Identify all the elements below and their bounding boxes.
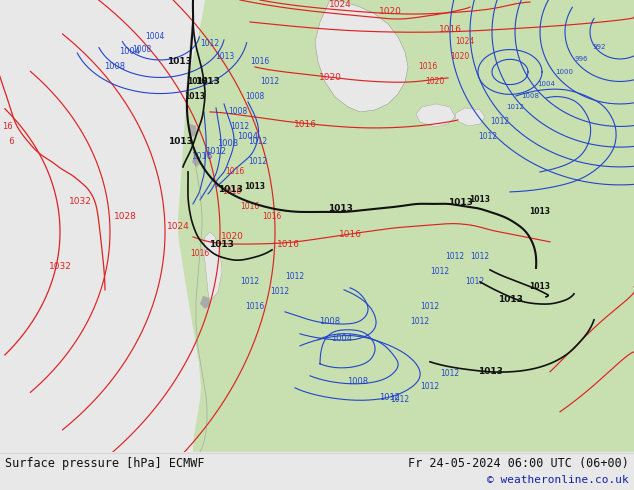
Text: 1016: 1016 bbox=[262, 212, 281, 221]
Text: 1004: 1004 bbox=[538, 81, 555, 87]
Text: 1013: 1013 bbox=[209, 241, 234, 249]
Text: 1020: 1020 bbox=[425, 77, 444, 86]
Text: 1008: 1008 bbox=[228, 107, 248, 117]
Text: 1012: 1012 bbox=[271, 287, 290, 296]
Text: © weatheronline.co.uk: © weatheronline.co.uk bbox=[488, 475, 629, 485]
Text: 1013: 1013 bbox=[216, 52, 235, 61]
Text: 1008: 1008 bbox=[521, 93, 540, 99]
Polygon shape bbox=[188, 124, 197, 137]
Text: 1004: 1004 bbox=[145, 32, 165, 42]
Text: 1020: 1020 bbox=[318, 74, 342, 82]
Text: 1020: 1020 bbox=[450, 52, 470, 61]
Text: 1012: 1012 bbox=[249, 157, 268, 167]
Text: 1016: 1016 bbox=[225, 168, 245, 176]
Text: 1013: 1013 bbox=[167, 57, 192, 67]
Text: 1008: 1008 bbox=[133, 46, 152, 54]
Text: 1012: 1012 bbox=[506, 104, 524, 110]
Text: 1013: 1013 bbox=[217, 185, 242, 195]
Text: 1008: 1008 bbox=[320, 318, 340, 326]
Polygon shape bbox=[192, 154, 200, 167]
Text: 1013: 1013 bbox=[328, 204, 353, 214]
Text: 1012: 1012 bbox=[249, 137, 268, 147]
Text: 1032: 1032 bbox=[68, 197, 91, 206]
Polygon shape bbox=[204, 232, 222, 302]
Text: 1012: 1012 bbox=[479, 132, 498, 142]
Text: 1012: 1012 bbox=[470, 252, 489, 261]
Text: 1016: 1016 bbox=[190, 249, 210, 258]
Text: 1012: 1012 bbox=[205, 147, 226, 156]
Text: 1016: 1016 bbox=[339, 230, 361, 240]
Text: 1016: 1016 bbox=[191, 152, 212, 161]
Text: 1008: 1008 bbox=[105, 62, 126, 72]
Text: 1012: 1012 bbox=[261, 77, 280, 86]
Text: 1013: 1013 bbox=[184, 93, 205, 101]
Text: 1012: 1012 bbox=[491, 118, 510, 126]
Text: 1013: 1013 bbox=[195, 77, 220, 86]
Text: 1012: 1012 bbox=[420, 382, 439, 392]
Text: 1012: 1012 bbox=[200, 40, 219, 49]
Text: 992: 992 bbox=[592, 44, 605, 50]
Text: 1008: 1008 bbox=[245, 93, 264, 101]
Text: 1004: 1004 bbox=[119, 48, 141, 56]
Text: 1012: 1012 bbox=[465, 277, 484, 286]
Text: 1012: 1012 bbox=[430, 268, 450, 276]
Text: 6: 6 bbox=[4, 137, 15, 147]
Text: 1012: 1012 bbox=[420, 302, 439, 311]
Polygon shape bbox=[315, 0, 408, 112]
Text: 1013: 1013 bbox=[470, 196, 491, 204]
Polygon shape bbox=[416, 104, 455, 127]
Text: 1016: 1016 bbox=[418, 62, 437, 72]
Text: Fr 24-05-2024 06:00 UTC (06+00): Fr 24-05-2024 06:00 UTC (06+00) bbox=[408, 457, 629, 470]
Text: 1013: 1013 bbox=[529, 207, 550, 217]
Text: 1016: 1016 bbox=[439, 25, 462, 34]
Text: 1013: 1013 bbox=[245, 182, 266, 192]
Text: 1028: 1028 bbox=[113, 212, 136, 221]
Text: 1013: 1013 bbox=[498, 295, 522, 304]
Text: 1012: 1012 bbox=[230, 122, 250, 131]
Text: 996: 996 bbox=[575, 56, 588, 62]
Text: 1012: 1012 bbox=[446, 252, 465, 261]
Text: 1016: 1016 bbox=[294, 121, 316, 129]
Text: 1016: 1016 bbox=[250, 57, 269, 67]
Text: 1012: 1012 bbox=[391, 395, 410, 404]
Text: 1008: 1008 bbox=[347, 377, 368, 386]
Text: 1020: 1020 bbox=[378, 7, 401, 17]
Text: 16: 16 bbox=[2, 122, 13, 131]
Text: 1024: 1024 bbox=[455, 37, 475, 47]
Text: 1013: 1013 bbox=[448, 198, 472, 207]
Text: 1024: 1024 bbox=[167, 222, 190, 231]
Text: 1012: 1012 bbox=[410, 318, 430, 326]
Text: 1012: 1012 bbox=[240, 277, 259, 286]
Text: 1016: 1016 bbox=[245, 302, 264, 311]
Text: 1013: 1013 bbox=[188, 77, 209, 86]
Text: 1016: 1016 bbox=[240, 202, 260, 211]
Text: 1012: 1012 bbox=[380, 393, 401, 402]
Text: Surface pressure [hPa] ECMWF: Surface pressure [hPa] ECMWF bbox=[5, 457, 205, 470]
Text: 1012: 1012 bbox=[441, 369, 460, 378]
Text: 1012: 1012 bbox=[285, 272, 304, 281]
Text: 1008: 1008 bbox=[217, 140, 238, 148]
Polygon shape bbox=[200, 296, 210, 309]
Text: 1013: 1013 bbox=[168, 137, 193, 147]
Text: 1020: 1020 bbox=[221, 232, 243, 242]
Text: 1004: 1004 bbox=[238, 132, 259, 142]
Text: 1013: 1013 bbox=[477, 368, 502, 376]
Text: 1016: 1016 bbox=[276, 241, 299, 249]
Polygon shape bbox=[178, 0, 634, 452]
Text: 1004: 1004 bbox=[332, 334, 353, 343]
Text: 1000: 1000 bbox=[555, 69, 573, 75]
Polygon shape bbox=[455, 108, 485, 126]
Text: 1016: 1016 bbox=[223, 187, 242, 196]
Text: 1013: 1013 bbox=[529, 282, 550, 292]
Text: 1032: 1032 bbox=[49, 262, 72, 271]
Text: 1024: 1024 bbox=[328, 0, 351, 9]
